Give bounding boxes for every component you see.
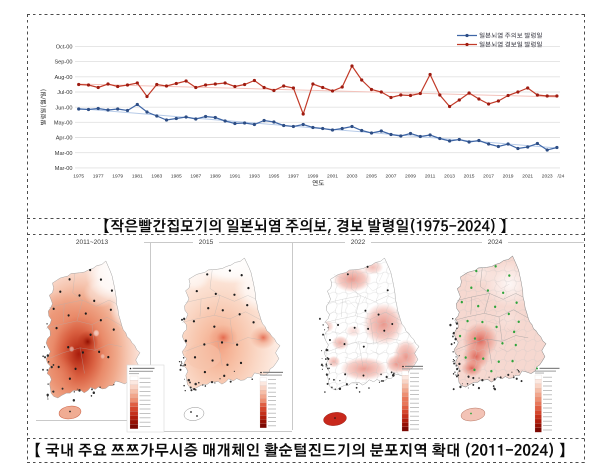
svg-text:Jul-00: Jul-00 [57, 90, 72, 96]
svg-text:1991: 1991 [229, 174, 240, 180]
svg-text:1975: 1975 [73, 174, 84, 180]
svg-text:Sep-00: Sep-00 [54, 60, 72, 66]
svg-text:2003: 2003 [347, 174, 358, 180]
svg-text:Mar-00: Mar-00 [55, 166, 73, 172]
svg-text:1997: 1997 [288, 174, 299, 180]
svg-text:2015: 2015 [464, 174, 475, 180]
svg-text:2021: 2021 [522, 174, 533, 180]
svg-text:2011: 2011 [425, 174, 436, 180]
svg-text:1983: 1983 [151, 174, 162, 180]
svg-text:1989: 1989 [210, 174, 221, 180]
svg-text:Mar-00: Mar-00 [55, 151, 73, 157]
svg-text:2013: 2013 [444, 174, 455, 180]
svg-text:1981: 1981 [132, 174, 143, 180]
svg-text:2009: 2009 [405, 174, 416, 180]
svg-text:1993: 1993 [249, 174, 260, 180]
svg-text:2005: 2005 [366, 174, 377, 180]
svg-text:Jun-00: Jun-00 [55, 105, 72, 111]
svg-text:2001: 2001 [327, 174, 338, 180]
svg-text:2007: 2007 [386, 174, 397, 180]
svg-text:1977: 1977 [93, 174, 104, 180]
svg-text:/24: /24 [557, 174, 564, 180]
svg-text:1979: 1979 [112, 174, 123, 180]
svg-text:2023: 2023 [542, 174, 553, 180]
svg-text:May-00: May-00 [54, 120, 73, 126]
svg-text:Oct-00: Oct-00 [56, 45, 73, 51]
svg-text:2019: 2019 [503, 174, 514, 180]
svg-text:Apr-00: Apr-00 [56, 136, 73, 142]
svg-text:1987: 1987 [190, 174, 201, 180]
svg-text:1999: 1999 [307, 174, 318, 180]
svg-text:2017: 2017 [483, 174, 494, 180]
svg-text:1985: 1985 [171, 174, 182, 180]
svg-text:Aug-00: Aug-00 [54, 75, 72, 81]
svg-text:1995: 1995 [268, 174, 279, 180]
